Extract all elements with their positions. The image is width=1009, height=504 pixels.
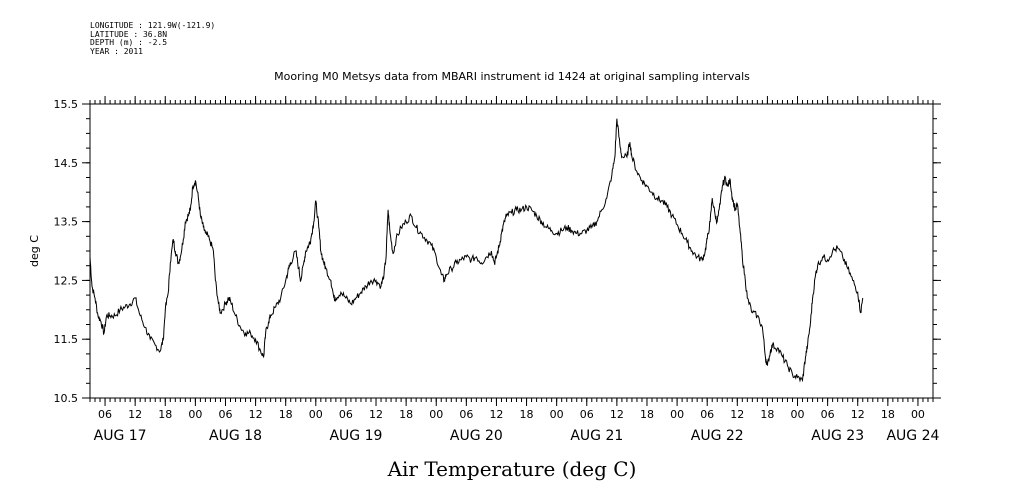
y-tick-label: 13.5 xyxy=(54,216,79,229)
x-tick-label: 18 xyxy=(520,408,534,421)
x-tick-label: 18 xyxy=(881,408,895,421)
x-tick-label: 12 xyxy=(610,408,624,421)
y-axis: 10.5 11.5 12.5 13.5 14.5 15.5 xyxy=(54,98,941,405)
station-metadata: LONGITUDE : 121.9W(-121.9) LATITUDE : 36… xyxy=(90,21,216,56)
x-tick-label: 06 xyxy=(459,408,473,421)
y-axis-label: deg C xyxy=(28,235,41,267)
depth-label: DEPTH (m) : -2.5 xyxy=(90,38,168,47)
x-tick-label: 06 xyxy=(700,408,714,421)
x-day-label: AUG 17 xyxy=(94,428,147,444)
x-tick-label: 18 xyxy=(158,408,172,421)
x-axis-label: Air Temperature (deg C) xyxy=(387,457,637,481)
x-day-label: AUG 24 xyxy=(886,428,939,444)
x-tick-label: 00 xyxy=(911,408,925,421)
series-line-air-temperature xyxy=(89,118,864,383)
x-tick-label: 00 xyxy=(670,408,684,421)
x-tick-label: 12 xyxy=(489,408,503,421)
y-tick-label: 14.5 xyxy=(54,157,79,170)
y-tick-label: 10.5 xyxy=(54,392,79,405)
x-tick-label: 00 xyxy=(550,408,564,421)
x-tick-label: 18 xyxy=(640,408,654,421)
y-tick-label: 11.5 xyxy=(54,333,79,346)
x-tick-label: 18 xyxy=(399,408,413,421)
x-day-label: AUG 23 xyxy=(811,428,864,444)
x-tick-label: 12 xyxy=(249,408,263,421)
y-tick-label: 12.5 xyxy=(54,274,79,287)
x-day-label: AUG 20 xyxy=(450,428,503,444)
x-axis: 06 12 18 00 06 12 18 00 06 12 18 00 06 12 18 00 06 12 18 00… xyxy=(94,96,939,444)
x-tick-label: 18 xyxy=(760,408,774,421)
y-tick-label: 15.5 xyxy=(54,98,79,111)
x-tick-label: 06 xyxy=(218,408,232,421)
x-day-label: AUG 22 xyxy=(691,428,744,444)
x-tick-label: 06 xyxy=(98,408,112,421)
latitude-label: LATITUDE : 36.8N xyxy=(90,29,168,39)
x-day-label: AUG 18 xyxy=(209,428,262,444)
x-tick-label: 12 xyxy=(851,408,865,421)
chart-title: Mooring M0 Metsys data from MBARI instru… xyxy=(274,70,750,83)
x-tick-label: 18 xyxy=(279,408,293,421)
x-tick-label: 00 xyxy=(429,408,443,421)
plot-frame xyxy=(89,103,934,399)
x-tick-label: 00 xyxy=(188,408,202,421)
longitude-label: LONGITUDE : 121.9W(-121.9) xyxy=(90,21,216,30)
x-tick-label: 12 xyxy=(730,408,744,421)
x-tick-label: 00 xyxy=(309,408,323,421)
x-tick-label: 06 xyxy=(821,408,835,421)
x-tick-label: 12 xyxy=(369,408,383,421)
year-label: YEAR : 2011 xyxy=(90,46,143,56)
x-tick-label: 06 xyxy=(580,408,594,421)
x-day-label: AUG 19 xyxy=(329,428,382,444)
x-tick-label: 06 xyxy=(339,408,353,421)
x-tick-label: 12 xyxy=(128,408,142,421)
x-day-label: AUG 21 xyxy=(570,428,623,444)
x-tick-label: 00 xyxy=(791,408,805,421)
